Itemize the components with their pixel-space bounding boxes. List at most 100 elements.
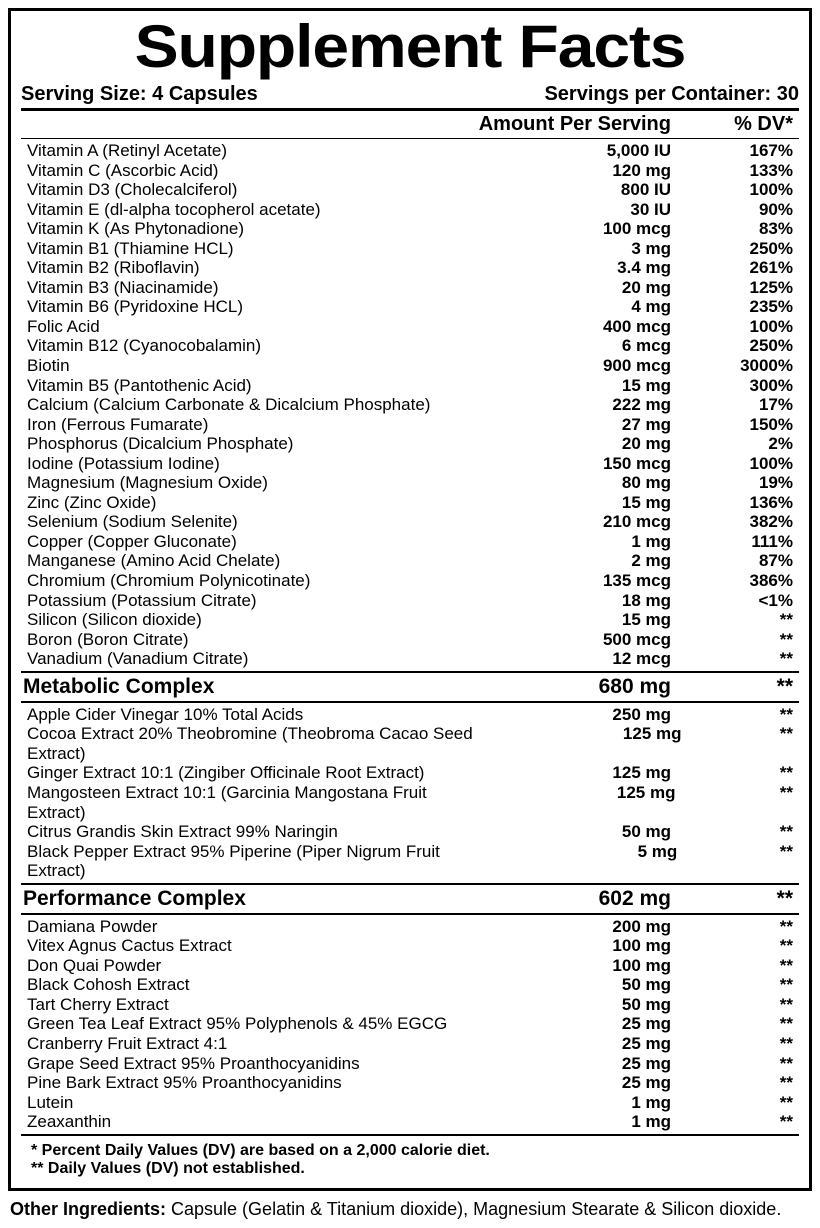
performance-title: Performance Complex [21, 887, 459, 911]
nutrient-amount: 100 mg [459, 936, 679, 956]
nutrient-name: Cranberry Fruit Extract 4:1 [21, 1034, 459, 1054]
table-row: Vanadium (Vanadium Citrate)12 mcg** [21, 649, 799, 669]
table-row: Magnesium (Magnesium Oxide)80 mg19% [21, 473, 799, 493]
table-row: Calcium (Calcium Carbonate & Dicalcium P… [21, 395, 799, 415]
table-row: Vitamin B2 (Riboflavin)3.4 mg261% [21, 258, 799, 278]
nutrient-dv: 300% [679, 376, 799, 396]
nutrient-name: Biotin [21, 356, 459, 376]
nutrient-dv: ** [683, 783, 799, 822]
nutrient-dv: 167% [679, 141, 799, 161]
nutrient-amount: 50 mg [459, 975, 679, 995]
table-row: Damiana Powder200 mg** [21, 917, 799, 937]
performance-header: Performance Complex 602 mg ** [21, 887, 799, 911]
nutrient-amount: 27 mg [459, 415, 679, 435]
nutrient-amount: 100 mcg [459, 219, 679, 239]
table-row: Vitex Agnus Cactus Extract100 mg** [21, 936, 799, 956]
table-row: Apple Cider Vinegar 10% Total Acids250 m… [21, 705, 799, 725]
nutrient-name: Phosphorus (Dicalcium Phosphate) [21, 434, 459, 454]
nutrient-dv: 235% [679, 297, 799, 317]
table-row: Iodine (Potassium Iodine)150 mcg100% [21, 454, 799, 474]
performance-list: Damiana Powder200 mg**Vitex Agnus Cactus… [21, 917, 799, 1132]
nutrient-dv: 250% [679, 336, 799, 356]
nutrient-dv: ** [679, 822, 799, 842]
nutrient-dv: ** [679, 1014, 799, 1034]
divider [21, 1134, 799, 1136]
nutrient-dv: 125% [679, 278, 799, 298]
nutrient-name: Grape Seed Extract 95% Proanthocyanidins [21, 1054, 459, 1074]
nutrient-amount: 25 mg [459, 1073, 679, 1093]
nutrient-name: Iron (Ferrous Fumarate) [21, 415, 459, 435]
table-row: Cranberry Fruit Extract 4:125 mg** [21, 1034, 799, 1054]
serving-size: Serving Size: 4 Capsules [21, 83, 258, 106]
nutrient-amount: 25 mg [459, 1014, 679, 1034]
nutrient-dv: 90% [679, 200, 799, 220]
nutrient-name: Vitamin B3 (Niacinamide) [21, 278, 459, 298]
nutrient-amount: 800 IU [459, 180, 679, 200]
nutrient-name: Cocoa Extract 20% Theobromine (Theobroma… [21, 724, 489, 763]
nutrient-dv: ** [679, 975, 799, 995]
nutrient-name: Vitamin B12 (Cyanocobalamin) [21, 336, 459, 356]
nutrient-amount: 15 mg [459, 610, 679, 630]
nutrient-name: Ginger Extract 10:1 (Zingiber Officinale… [21, 763, 459, 783]
table-row: Cocoa Extract 20% Theobromine (Theobroma… [21, 724, 799, 763]
table-row: Vitamin B6 (Pyridoxine HCL)4 mg235% [21, 297, 799, 317]
divider [21, 913, 799, 915]
nutrient-name: Vitamin B2 (Riboflavin) [21, 258, 459, 278]
table-row: Ginger Extract 10:1 (Zingiber Officinale… [21, 763, 799, 783]
nutrient-dv: 150% [679, 415, 799, 435]
nutrient-name: Zeaxanthin [21, 1112, 459, 1132]
nutrient-name: Vitamin B5 (Pantothenic Acid) [21, 376, 459, 396]
nutrient-name: Vitamin B1 (Thiamine HCL) [21, 239, 459, 259]
nutrient-dv: ** [679, 630, 799, 650]
nutrient-name: Magnesium (Magnesium Oxide) [21, 473, 459, 493]
header-dv: % DV* [679, 113, 799, 136]
nutrient-amount: 2 mg [459, 551, 679, 571]
nutrient-name: Manganese (Amino Acid Chelate) [21, 551, 459, 571]
metabolic-amount: 680 mg [459, 675, 679, 699]
other-ingredients: Other Ingredients: Capsule (Gelatin & Ti… [8, 1199, 812, 1220]
footnote-dv: * Percent Daily Values (DV) are based on… [31, 1142, 793, 1160]
nutrient-name: Vitamin A (Retinyl Acetate) [21, 141, 459, 161]
divider [21, 671, 799, 673]
table-row: Don Quai Powder100 mg** [21, 956, 799, 976]
nutrient-dv: ** [679, 936, 799, 956]
table-row: Vitamin B12 (Cyanocobalamin)6 mcg250% [21, 336, 799, 356]
table-row: Silicon (Silicon dioxide)15 mg** [21, 610, 799, 630]
nutrient-dv: 100% [679, 454, 799, 474]
nutrient-name: Tart Cherry Extract [21, 995, 459, 1015]
nutrient-dv: 100% [679, 180, 799, 200]
table-row: Vitamin B3 (Niacinamide)20 mg125% [21, 278, 799, 298]
nutrient-name: Calcium (Calcium Carbonate & Dicalcium P… [21, 395, 459, 415]
nutrient-dv: 2% [679, 434, 799, 454]
nutrient-amount: 1 mg [459, 1093, 679, 1113]
table-row: Vitamin E (dl-alpha tocopherol acetate)3… [21, 200, 799, 220]
metabolic-list: Apple Cider Vinegar 10% Total Acids250 m… [21, 705, 799, 881]
panel-title: Supplement Facts [0, 17, 820, 77]
nutrient-name: Vitamin K (As Phytonadione) [21, 219, 459, 239]
table-row: Potassium (Potassium Citrate)18 mg<1% [21, 591, 799, 611]
nutrient-amount: 120 mg [459, 161, 679, 181]
table-row: Green Tea Leaf Extract 95% Polyphenols &… [21, 1014, 799, 1034]
nutrient-dv: 3000% [679, 356, 799, 376]
nutrient-dv: 100% [679, 317, 799, 337]
table-row: Manganese (Amino Acid Chelate)2 mg87% [21, 551, 799, 571]
nutrient-amount: 500 mcg [459, 630, 679, 650]
nutrient-amount: 4 mg [459, 297, 679, 317]
table-row: Iron (Ferrous Fumarate)27 mg150% [21, 415, 799, 435]
divider [21, 883, 799, 885]
nutrient-dv: <1% [679, 591, 799, 611]
nutrient-name: Lutein [21, 1093, 459, 1113]
nutrient-dv: 133% [679, 161, 799, 181]
nutrient-amount: 222 mg [459, 395, 679, 415]
table-row: Zeaxanthin1 mg** [21, 1112, 799, 1132]
other-ingredients-label: Other Ingredients: [10, 1199, 166, 1219]
serving-row: Serving Size: 4 Capsules Servings per Co… [21, 83, 799, 106]
other-ingredients-text: Capsule (Gelatin & Titanium dioxide), Ma… [166, 1199, 781, 1219]
divider [21, 108, 799, 111]
nutrient-amount: 125 mg [489, 724, 689, 763]
table-row: Boron (Boron Citrate)500 mcg** [21, 630, 799, 650]
table-row: Vitamin K (As Phytonadione)100 mcg83% [21, 219, 799, 239]
table-row: Tart Cherry Extract50 mg** [21, 995, 799, 1015]
nutrient-name: Citrus Grandis Skin Extract 99% Naringin [21, 822, 459, 842]
nutrient-dv: ** [679, 917, 799, 937]
